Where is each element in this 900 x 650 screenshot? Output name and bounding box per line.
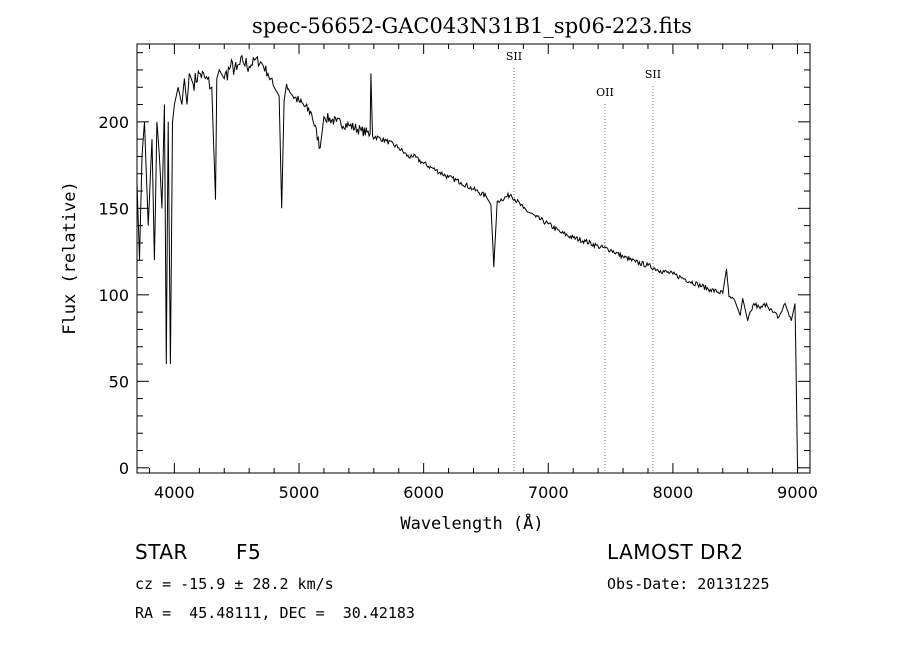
line-label: SII	[506, 50, 522, 63]
y-tick-label: 0	[119, 459, 129, 478]
y-tick-label: 50	[109, 372, 129, 391]
redshift-velocity: cz = -15.9 ± 28.2 km/s	[135, 575, 334, 593]
x-axis: 4000 5000 6000 7000 8000 9000	[148, 44, 818, 502]
line-label: OII	[596, 86, 614, 99]
emission-line-markers: SII OII SII	[506, 50, 661, 473]
x-tick-label: 8000	[653, 483, 694, 502]
survey-name: LAMOST DR2	[607, 540, 744, 564]
plot-frame	[136, 43, 811, 474]
y-tick-label: 100	[98, 286, 129, 305]
object-class: STAR	[135, 540, 188, 564]
x-axis-label: Wavelength (Å)	[400, 512, 543, 534]
x-tick-label: 5000	[279, 483, 320, 502]
chart-title: spec-56652-GAC043N31B1_sp06-223.fits	[252, 14, 692, 38]
x-tick-label: 6000	[403, 483, 444, 502]
y-tick-label: 200	[98, 113, 129, 132]
y-tick-label: 150	[98, 199, 129, 218]
x-tick-label: 9000	[777, 483, 818, 502]
spectral-subclass: F5	[236, 540, 262, 564]
spectrum-line	[136, 54, 799, 469]
y-axis: 0 50 100 150 200	[98, 52, 810, 478]
line-label: SII	[645, 68, 661, 81]
y-axis-label: Flux (relative)	[60, 181, 80, 335]
coordinates: RA = 45.48111, DEC = 30.42183	[135, 604, 415, 622]
observation-date: Obs-Date: 20131225	[607, 575, 770, 593]
x-tick-label: 4000	[154, 483, 195, 502]
x-tick-label: 7000	[528, 483, 569, 502]
